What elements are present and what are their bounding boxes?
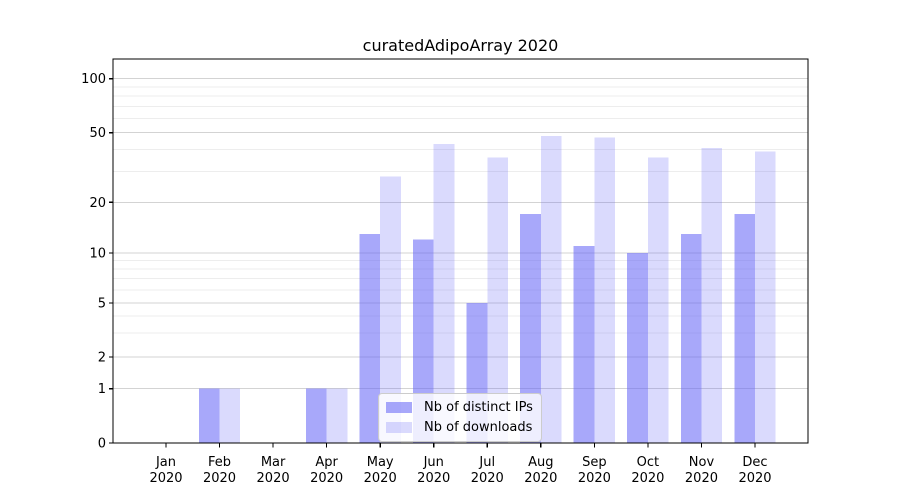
x-tick-label-year: 2020 [310,471,343,486]
x-tick-label-year: 2020 [149,471,182,486]
legend-swatch-downloads [386,421,412,433]
legend-item-downloads: Nb of downloads [386,420,534,435]
bar-downloads-Jun [433,144,455,444]
plot-border [112,58,809,444]
y-tick-label: 2 [98,351,106,366]
x-tick-label-year: 2020 [738,471,771,486]
y-tick-label: 50 [89,126,106,141]
x-tick-label-month: May [367,455,394,470]
x-tick-label-year: 2020 [631,471,664,486]
x-tick-label-month: Feb [208,455,231,470]
y-tick-label: 1 [98,382,106,397]
x-tick-label-month: Dec [742,455,767,470]
x-tick-label-month: Oct [637,455,659,470]
x-tick-label-month: Nov [689,455,715,470]
x-tick-label-year: 2020 [471,471,504,486]
bar-ips-Jun [413,239,434,443]
bar-ips-Feb [198,388,220,443]
x-tick-label-year: 2020 [203,471,236,486]
y-tick-label: 20 [89,196,106,211]
bar-ips-Aug [520,214,541,443]
bar-downloads-Sep [594,137,616,443]
bar-ips-Apr [305,388,327,443]
legend-swatch-distinct-ips [386,402,412,414]
bar-ips-Dec [734,214,755,443]
bar-downloads-Oct [647,157,669,443]
x-tick-label-month: Mar [261,455,286,470]
bar-ips-Sep [573,246,595,443]
y-tick-label: 5 [98,297,106,312]
legend-label-downloads: Nb of downloads [424,419,533,435]
bar-downloads-Apr [326,388,348,443]
x-tick-label-year: 2020 [364,471,397,486]
bar-downloads-Nov [701,147,723,443]
legend-item-distinct-ips: Nb of distinct IPs [386,400,534,415]
bar-downloads-Dec [755,151,776,443]
x-tick-label-month: Jan [155,455,176,470]
x-tick-label-year: 2020 [578,471,611,486]
legend: Nb of distinct IPs Nb of downloads [378,393,542,442]
bar-downloads-Aug [540,135,562,443]
x-tick-label-month: Jun [423,455,444,470]
legend-label-distinct-ips: Nb of distinct IPs [424,400,533,416]
y-tick-label: 10 [89,247,106,262]
y-tick-label: 100 [81,72,106,87]
x-tick-label-year: 2020 [417,471,450,486]
x-tick-label-month: Jul [478,455,495,470]
x-tick-label-year: 2020 [257,471,290,486]
x-tick-label-year: 2020 [524,471,557,486]
bar-downloads-Feb [219,388,241,443]
bar-ips-May [359,233,381,443]
x-tick-label-month: Sep [582,455,607,470]
bar-ips-Nov [680,233,702,443]
bar-downloads-May [380,176,401,443]
x-tick-label-month: Aug [528,455,553,470]
y-tick-label: 0 [98,437,106,452]
x-tick-label-year: 2020 [685,471,718,486]
bar-ips-Oct [627,253,648,443]
chart-title: curatedAdipoArray 2020 [362,36,559,55]
bar-downloads-Jul [487,157,508,443]
x-tick-label-month: Apr [315,455,338,470]
